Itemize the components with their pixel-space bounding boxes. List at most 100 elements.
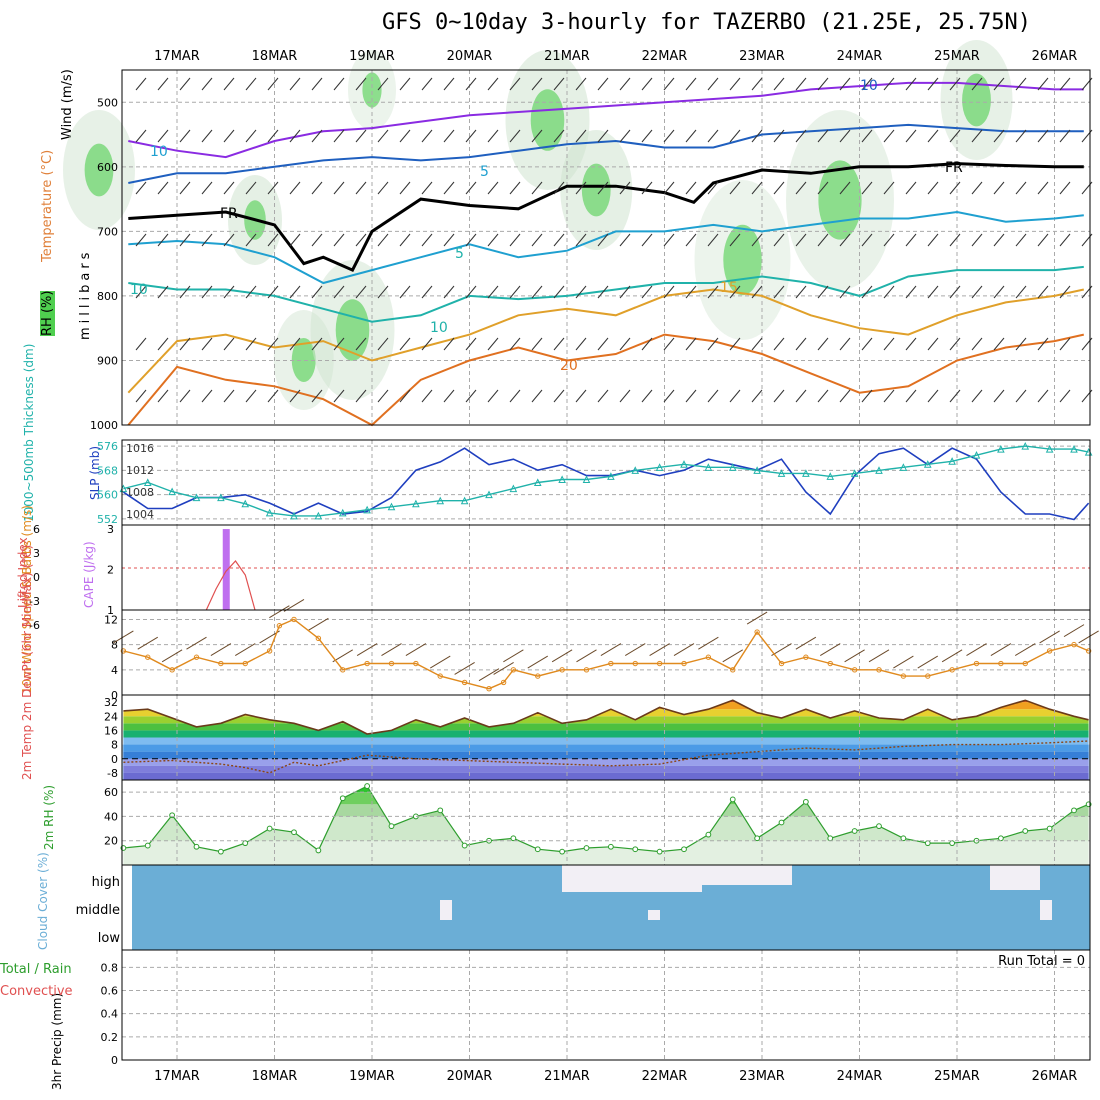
- wind-barb: [179, 181, 191, 195]
- wind10m-tick-label: 0: [111, 689, 118, 702]
- wind-barb: [619, 181, 631, 195]
- temp-lower-band: [122, 744, 1090, 780]
- wind-barb: [773, 389, 785, 403]
- wind10m-barb: [819, 643, 841, 656]
- thickness-tick-label: 560: [97, 489, 118, 502]
- wind-barb: [619, 389, 631, 403]
- thickness-marker: [802, 469, 810, 477]
- wind-barb: [839, 233, 851, 247]
- contour-label: 20: [560, 358, 578, 374]
- wind-barb: [157, 77, 169, 91]
- wind-barb: [1015, 233, 1027, 247]
- wind10m-barb: [332, 649, 354, 663]
- wind-barb: [883, 285, 895, 299]
- wind-barb: [927, 285, 939, 299]
- temp-band: [123, 709, 1089, 717]
- wind10m-barb: [990, 643, 1012, 656]
- wind-barb: [729, 77, 741, 91]
- thickness-marker: [582, 475, 591, 483]
- wind-barb: [949, 389, 961, 403]
- precip-tick-label: 0.8: [101, 961, 119, 974]
- rh-shading-core: [530, 89, 565, 151]
- wind10m-marker: [656, 660, 663, 667]
- wind10m-barb: [186, 636, 207, 650]
- temp-line: [123, 699, 1089, 735]
- wind-barb: [707, 233, 719, 247]
- wind10m-marker: [510, 667, 517, 673]
- wind-barb: [179, 389, 191, 403]
- rh2m-marker: [949, 840, 956, 847]
- thickness-marker: [680, 460, 688, 468]
- rh2m-marker: [681, 846, 687, 853]
- wind-barb: [707, 337, 719, 351]
- thickness-marker: [217, 493, 225, 502]
- thickness-marker: [314, 511, 323, 520]
- wind-barb: [465, 181, 477, 195]
- wind10m-barb: [234, 643, 256, 656]
- temp-band: [123, 772, 1089, 780]
- rh2m-marker: [364, 783, 371, 789]
- wind-barb: [201, 181, 213, 195]
- wind-barb: [927, 337, 939, 351]
- rh2m-marker: [266, 825, 273, 832]
- rh2m-marker: [193, 843, 200, 850]
- thickness-marker: [460, 496, 469, 505]
- wind-barb: [289, 337, 301, 351]
- wind-barb: [861, 285, 873, 299]
- wind-barb: [223, 181, 235, 195]
- li-tick-label: 3: [33, 547, 40, 560]
- wind-barb: [839, 181, 851, 195]
- thickness-marker: [1021, 441, 1030, 450]
- wind10m-marker: [973, 660, 980, 667]
- wind-barb: [201, 129, 213, 143]
- li-tick-label: -3: [29, 595, 40, 608]
- wind-barb: [1037, 337, 1049, 351]
- wind-barb: [641, 181, 653, 195]
- wind-barb: [795, 233, 807, 247]
- date-label-bottom: 21MAR: [544, 1069, 590, 1084]
- wind-barb: [399, 285, 411, 299]
- wind-barb: [751, 77, 763, 91]
- rh2m-marker: [1046, 825, 1053, 832]
- temp-band: [123, 744, 1089, 752]
- wind-barb: [311, 233, 323, 247]
- cloud-level-label: low: [98, 931, 121, 946]
- wind-barb: [1015, 285, 1027, 299]
- wind10m-barb: [795, 636, 817, 650]
- thickness-marker: [923, 460, 932, 468]
- wind10m-barb: [1014, 643, 1036, 656]
- wind-barb: [179, 77, 191, 91]
- wind10m-marker: [364, 660, 370, 667]
- temp-tick-label: -8: [107, 767, 118, 780]
- wind-barb: [1059, 285, 1071, 299]
- wind10m-marker: [778, 660, 785, 667]
- thickness-marker: [509, 484, 518, 493]
- thickness-marker: [485, 490, 493, 499]
- wind-barb: [355, 389, 367, 403]
- wind-barb: [443, 233, 455, 247]
- wind-barb: [1037, 285, 1049, 299]
- wind-barb: [333, 285, 345, 299]
- wind-barb: [465, 77, 477, 91]
- wind-barb: [971, 389, 983, 403]
- wind-barb: [509, 77, 521, 91]
- cloud-level-label: middle: [76, 903, 120, 918]
- pressure-tick-label: 600: [97, 161, 118, 174]
- wind-barb: [311, 337, 323, 351]
- wind-barb: [905, 129, 917, 143]
- wind-barb: [663, 181, 675, 195]
- wind-barb: [927, 129, 939, 143]
- wind-barb: [619, 285, 631, 299]
- wind-barb: [641, 337, 653, 351]
- wind-barb: [817, 285, 829, 299]
- wind-barb: [817, 77, 829, 91]
- wind10m-barb: [283, 599, 305, 612]
- wind-barb: [443, 285, 455, 299]
- wind10m-marker: [413, 660, 419, 667]
- rh2m-marker: [217, 848, 224, 855]
- thickness-tick-label: 576: [97, 440, 118, 453]
- cloud-gap: [648, 910, 660, 920]
- cloud-gap: [1040, 900, 1052, 920]
- wind-barb: [531, 181, 543, 195]
